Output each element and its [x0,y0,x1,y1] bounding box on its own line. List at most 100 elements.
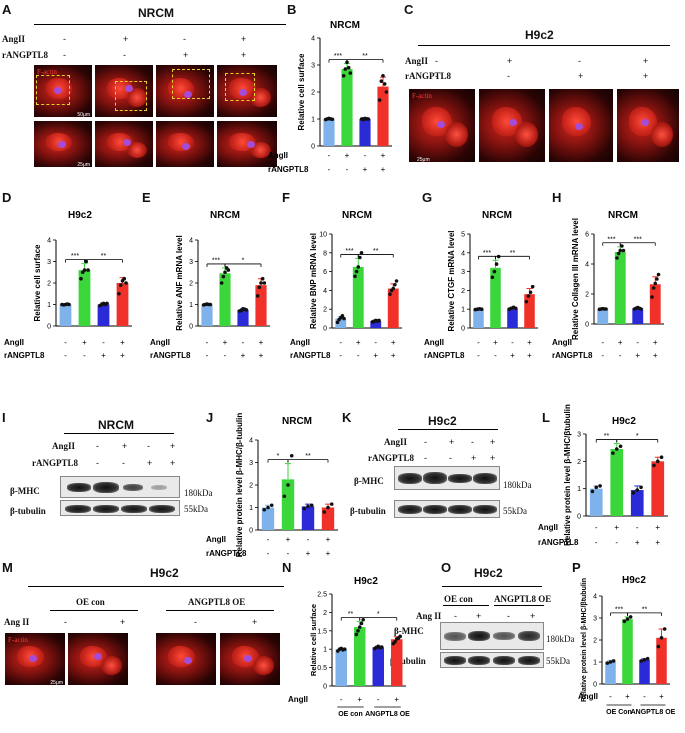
sign: + [643,71,649,81]
row-label: AngII [552,338,572,347]
sig-label: *** [212,257,220,264]
data-point [335,320,340,325]
kda-180: 180kDa [184,488,213,498]
data-point [262,281,267,285]
row-sign: - [224,351,227,360]
panel-i-title: NRCM [98,418,134,432]
data-point [124,281,128,285]
data-point [492,269,497,274]
kda-180: 180kDa [503,480,532,490]
row-sign: + [659,692,664,701]
row-sign: - [477,338,480,347]
data-point [341,74,346,78]
bar [116,283,129,326]
data-point [122,276,127,281]
data-point [105,301,109,306]
panel-letter-b: B [287,2,297,17]
sig-label: *** [345,248,353,255]
sig-label: * [277,453,280,460]
data-point [635,488,640,492]
data-point [513,306,518,311]
row-sign: + [306,549,311,558]
row-label: rANGPTL8 [4,351,45,360]
group-label: ANGPTL8 OE [494,594,552,604]
data-point [652,463,656,468]
row-sign: + [356,338,361,347]
data-point [255,294,260,298]
sig-label: ** [642,606,648,613]
data-point [620,244,624,248]
row-sign: + [635,538,640,547]
y-tick-label: 3 [311,63,315,70]
data-point [342,316,346,321]
chart-title: H9c2 [622,575,646,586]
data-point [655,459,660,464]
data-point [269,503,274,508]
stain-label: F-actin [8,636,28,644]
y-tick-label: 2 [311,90,315,97]
sig-label: ** [305,453,311,460]
sign: - [578,56,581,66]
bar [490,267,501,328]
y-axis-label: Relative cell surface [309,604,318,676]
y-tick-label: 3 [593,616,597,623]
data-point [604,307,608,311]
y-tick-label: 1 [47,302,51,309]
row-label: AngII [268,151,288,160]
y-tick-label: 3 [47,259,51,266]
row-sign: - [267,549,270,558]
data-point [221,274,226,279]
data-point [394,279,399,283]
y-axis-label: Relative CTGF mRNA level [447,230,456,331]
data-point [84,259,89,264]
chart-h: NRCM 0 2 4 6 Relative Collagen III mRNA level… [552,210,664,360]
data-point [361,617,365,622]
data-point [79,276,83,281]
panel-c-title: H9c2 [525,28,554,42]
data-point [490,275,495,280]
sign: - [183,34,186,44]
row-label: rANGPTL8 [150,351,191,360]
sign: + [449,437,455,447]
micrograph-c-3 [548,88,614,163]
y-tick-label: 1 [577,486,581,493]
y-tick-label: 4 [189,238,193,245]
data-point [330,117,335,122]
bar [473,309,484,328]
bar [589,488,603,516]
data-point [615,256,619,260]
data-point [257,285,262,290]
data-point [346,65,351,70]
data-point [354,632,359,637]
data-point [82,268,87,272]
band-label-bmhc: β-MHC [354,476,384,486]
chart-title: H9c2 [68,210,92,221]
y-axis-label: Relative cell surface [33,244,42,321]
sign: - [63,50,66,60]
data-point [259,281,263,285]
row-sign: - [339,351,342,360]
panel-letter-k: K [342,410,352,425]
data-point [628,615,633,619]
sig-label: ** [348,611,354,618]
row-sign: - [102,338,105,347]
panel-m-row-angii: Ang II [4,617,30,627]
row-sign: - [364,151,367,160]
data-point [379,645,384,649]
data-point [354,269,359,274]
kda-55: 55kDa [184,504,208,514]
panel-letter-m: M [2,560,13,575]
bar [377,86,389,146]
row-sign: - [64,351,67,360]
y-tick-label: 4 [47,238,51,245]
bar [372,647,384,686]
group-label: OE con [76,597,105,607]
y-tick-label: 2 [323,610,327,617]
micrograph-m-3 [155,632,217,686]
data-point [86,268,90,272]
bar [370,320,382,328]
row-sign: + [614,523,619,532]
stain-label: F-actin [37,68,57,76]
row-sign: - [619,351,622,360]
